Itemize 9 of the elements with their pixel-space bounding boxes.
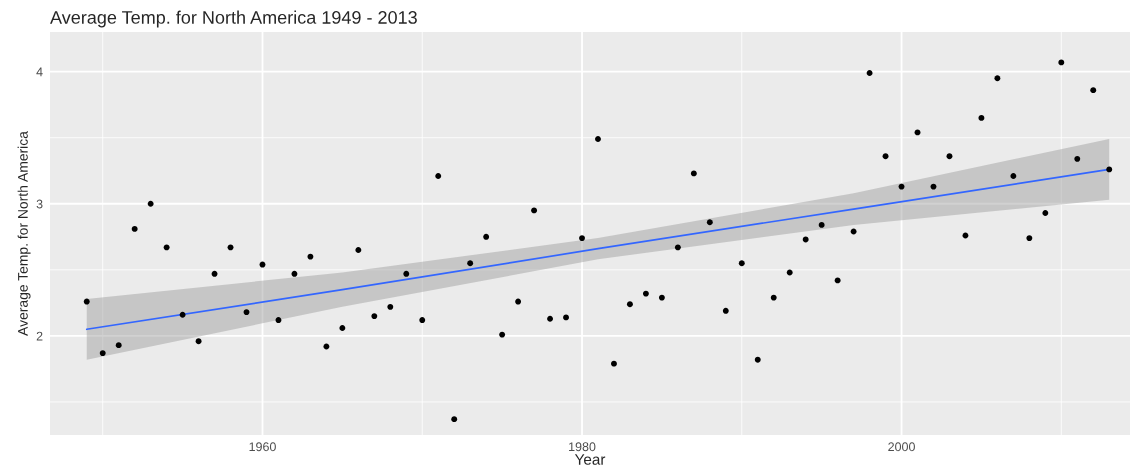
x-tick-label: 1980 (569, 442, 596, 452)
y-tick-label: 3 (36, 199, 43, 209)
y-tick-label: 4 (36, 67, 43, 77)
y-axis-title: Average Temp. for North America (17, 131, 31, 336)
x-tick-label: 1960 (249, 442, 276, 452)
chart-title: Average Temp. for North America 1949 - 2013 (50, 10, 417, 28)
y-tick-label: 2 (36, 331, 43, 341)
x-axis-title: Year (574, 454, 606, 465)
x-tick-label: 2000 (888, 442, 915, 452)
